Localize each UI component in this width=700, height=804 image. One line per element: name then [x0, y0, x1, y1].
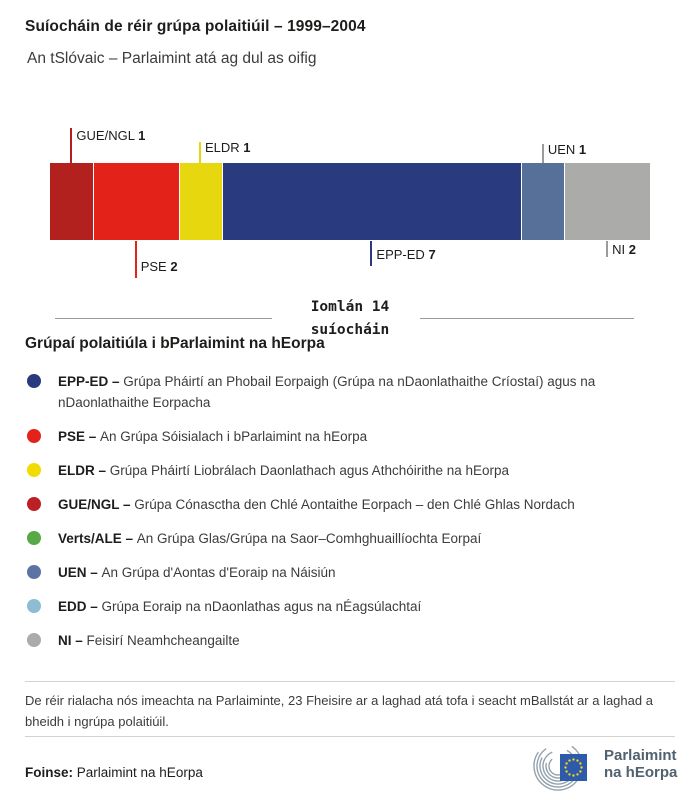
- bar-label-eldr: ELDR 1: [205, 140, 251, 155]
- legend-dot-uen: [27, 565, 41, 579]
- legend-label-edd: EDD – Grúpa Eoraip na nDaonlathas agus n…: [58, 599, 422, 614]
- total-line2: suíocháin: [310, 322, 390, 338]
- legend-row-pse: PSE – An Grúpa Sóisialach i bParlaimint …: [25, 426, 680, 447]
- legend-dot-ni: [27, 633, 41, 647]
- page-subtitle: An tSlóvaic – Parlaimint atá ag dul as o…: [27, 50, 317, 67]
- bar-tick-ni: [606, 241, 609, 257]
- bar-tick-gue-ngl: [70, 128, 73, 163]
- total-rule-left: [55, 318, 272, 319]
- footnote: De réir rialacha nós imeachta na Parlaim…: [25, 693, 653, 729]
- bar-label-ni: NI 2: [612, 242, 636, 257]
- bar-segment-eldr: [179, 163, 222, 240]
- bar-segment-epp-ed: [223, 163, 521, 240]
- legend-label-ni: NI – Feisirí Neamhcheangailte: [58, 633, 240, 648]
- bar-label-gue-ngl: GUE/NGL 1: [76, 128, 146, 143]
- legend-dot-epp-ed: [27, 374, 41, 388]
- ep-logo-text: Parlaimint na hEorpa: [604, 747, 677, 781]
- legend-row-epp-ed: EPP-ED – Grúpa Pháirtí an Phobail Eorpai…: [25, 371, 680, 413]
- legend-heading: Grúpaí polaitiúla i bParlaimint na hEorp…: [25, 335, 325, 352]
- source-line: Foinse: Parlaimint na hEorpa: [25, 765, 203, 780]
- bar-tick-eldr: [199, 142, 201, 163]
- bar-tick-epp-ed: [370, 241, 373, 266]
- legend-dot-eldr: [27, 463, 41, 477]
- legend-row-uen: UEN – An Grúpa d'Aontas d'Eoraip na Náis…: [25, 562, 680, 583]
- legend-row-edd: EDD – Grúpa Eoraip na nDaonlathas agus n…: [25, 596, 680, 617]
- legend-row-eldr: ELDR – Grúpa Pháirtí Liobrálach Daonlath…: [25, 460, 680, 481]
- seat-distribution-bar: [50, 163, 650, 240]
- legend-row-ni: NI – Feisirí Neamhcheangailte: [25, 630, 680, 651]
- bar-segment-pse: [93, 163, 179, 240]
- ep-logo-line1: Parlaimint: [604, 747, 677, 764]
- legend-dot-edd: [27, 599, 41, 613]
- source-label: Foinse:: [25, 765, 74, 780]
- legend-dot-gue-ngl: [27, 497, 41, 511]
- bar-label-epp-ed: EPP-ED 7: [376, 247, 436, 262]
- legend-row-gue-ngl: GUE/NGL – Grúpa Cónasctha den Chlé Aonta…: [25, 494, 680, 515]
- legend-dot-verts-ale: [27, 531, 41, 545]
- bar-segment-uen: [521, 163, 564, 240]
- legend-dot-pse: [27, 429, 41, 443]
- bar-label-pse: PSE 2: [140, 259, 178, 274]
- legend-label-epp-ed: EPP-ED – Grúpa Pháirtí an Phobail Eorpai…: [58, 374, 596, 410]
- divider-footer: [25, 736, 675, 737]
- bar-tick-uen: [541, 144, 544, 163]
- eu-flag-icon: [560, 754, 587, 781]
- legend-label-pse: PSE – An Grúpa Sóisialach i bParlaimint …: [58, 429, 368, 444]
- ep-logo-line2: na hEorpa: [604, 764, 678, 781]
- total-line1: Iomlán 14: [310, 299, 390, 315]
- legend-label-gue-ngl: GUE/NGL – Grúpa Cónasctha den Chlé Aonta…: [58, 497, 575, 512]
- divider-footnote: [25, 681, 675, 682]
- total-seats-label: Iomlán 14 suíocháin: [275, 296, 425, 342]
- legend-row-verts-ale: Verts/ALE – An Grúpa Glas/Grúpa na Saor–…: [25, 528, 680, 549]
- bar-tick-pse: [134, 241, 137, 278]
- source-value: Parlaimint na hEorpa: [73, 765, 203, 780]
- legend-label-eldr: ELDR – Grúpa Pháirtí Liobrálach Daonlath…: [58, 463, 510, 478]
- page-title: Suíocháin de réir grúpa polaitiúil – 199…: [25, 18, 366, 35]
- legend: EPP-ED – Grúpa Pháirtí an Phobail Eorpai…: [25, 371, 680, 664]
- total-rule-right: [420, 318, 634, 319]
- ep-hemicycle-icon: [533, 741, 587, 791]
- ep-logo: Parlaimint na hEorpa: [530, 740, 680, 794]
- bar-segment-gue-ngl: [50, 163, 93, 240]
- legend-label-verts-ale: Verts/ALE – An Grúpa Glas/Grúpa na Saor–…: [58, 531, 482, 546]
- bar-label-uen: UEN 1: [547, 142, 587, 157]
- bar-segment-ni: [565, 163, 650, 240]
- legend-label-uen: UEN – An Grúpa d'Aontas d'Eoraip na Náis…: [58, 565, 336, 580]
